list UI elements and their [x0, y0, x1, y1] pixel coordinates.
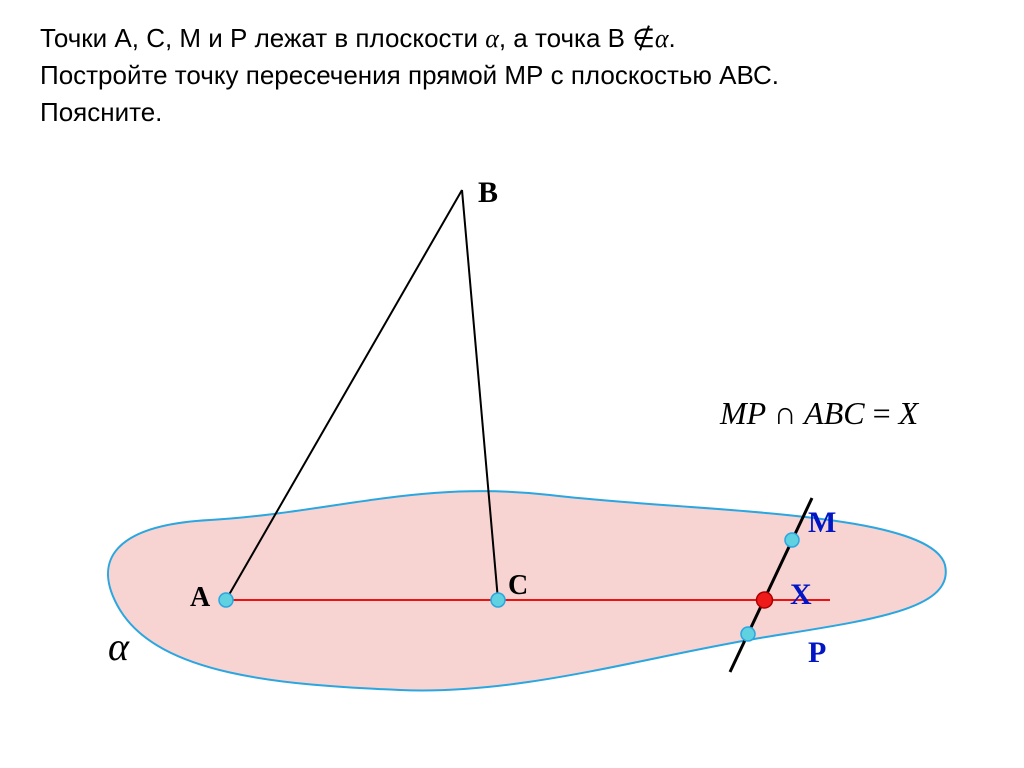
- eqn-lhs: MP: [720, 395, 766, 431]
- label-p: P: [808, 636, 826, 670]
- equation: MP ∩ ABC = X: [720, 395, 918, 432]
- point-a: [219, 593, 233, 607]
- point-m: [785, 533, 799, 547]
- label-x: X: [790, 578, 812, 612]
- plane-alpha-label: α: [108, 623, 129, 670]
- label-b: B: [478, 176, 498, 210]
- label-a: A: [190, 582, 210, 614]
- label-c: C: [508, 570, 528, 602]
- eqn-eq: =: [873, 395, 891, 431]
- point-x: [757, 592, 773, 608]
- eqn-rhs: X: [899, 395, 919, 431]
- diagram-svg: [0, 0, 1024, 768]
- label-m: M: [808, 506, 836, 540]
- point-p: [741, 627, 755, 641]
- eqn-op: ∩: [774, 395, 797, 431]
- eqn-mid: ABC: [804, 395, 864, 431]
- point-c: [491, 593, 505, 607]
